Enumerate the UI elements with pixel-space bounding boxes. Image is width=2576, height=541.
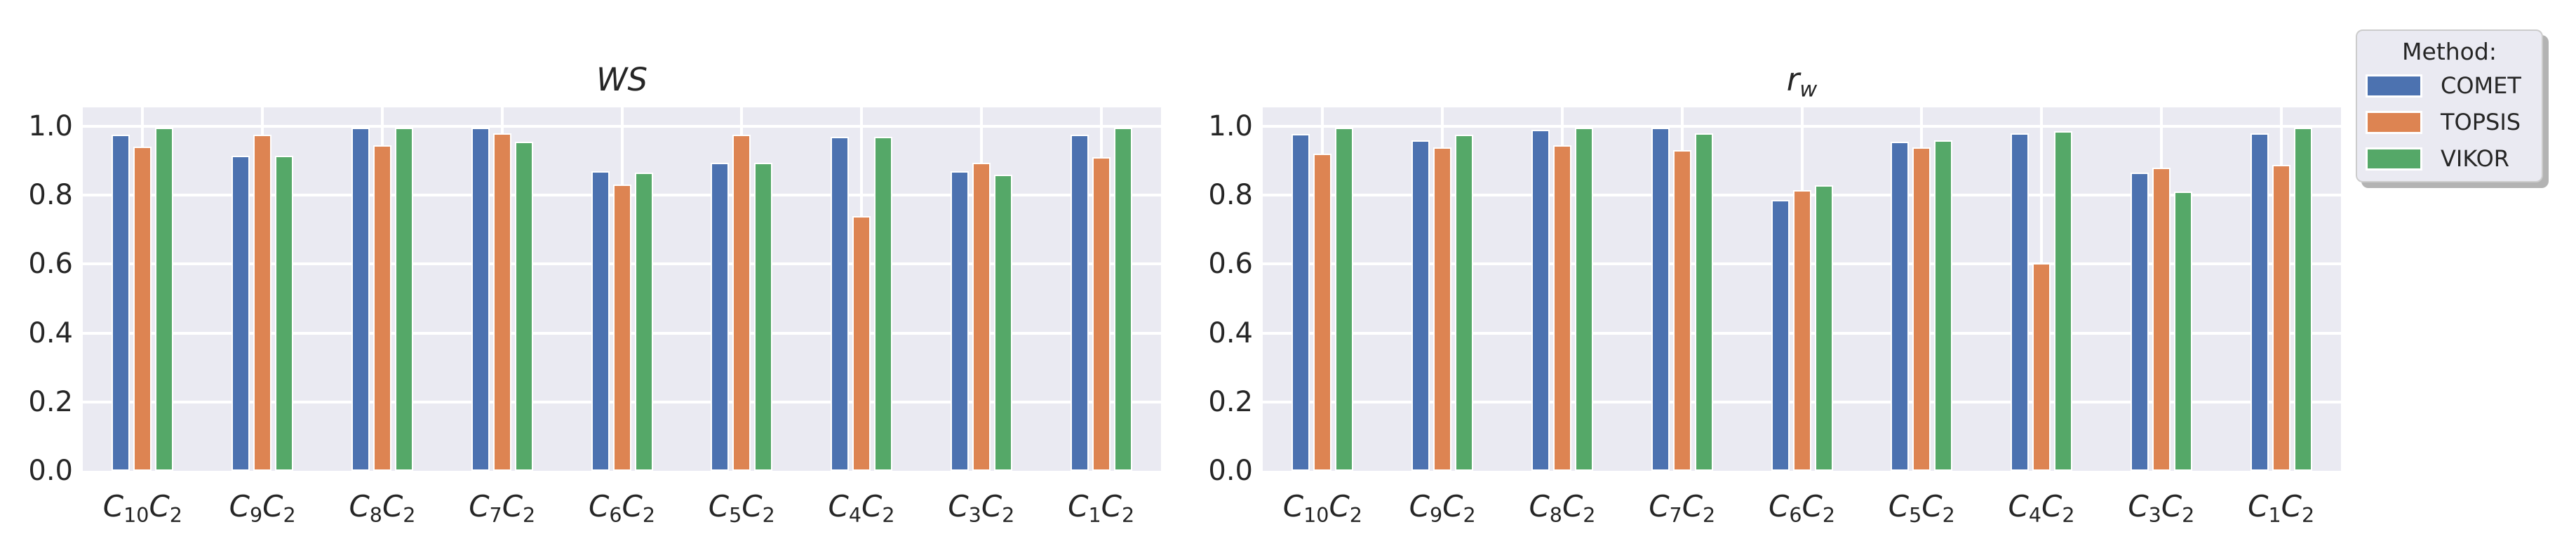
- bar-c4c2-vikor: [874, 137, 892, 471]
- bar-c10c2-vikor: [1335, 128, 1353, 471]
- bar-c1c2-topsis: [2272, 165, 2290, 471]
- bar-c3c2-comet: [951, 171, 969, 471]
- y-tick-label: 0.0: [1208, 455, 1253, 487]
- bar-c3c2-topsis: [972, 163, 991, 471]
- bar-c8c2-comet: [351, 128, 370, 471]
- x-tick-label-c7c2: C7C2: [469, 489, 536, 527]
- bar-c10c2-topsis: [1313, 154, 1331, 471]
- y-tick-label: 0.8: [28, 179, 73, 212]
- bar-c7c2-topsis: [493, 133, 511, 471]
- axes-title-ws: WS: [596, 61, 648, 98]
- bar-c10c2-vikor: [155, 128, 173, 471]
- bar-c7c2-vikor: [515, 142, 533, 471]
- bar-c4c2-vikor: [2054, 131, 2072, 471]
- bar-c6c2-topsis: [613, 185, 631, 471]
- x-tick-label-c1c2: C1C2: [2248, 489, 2315, 527]
- bar-c8c2-topsis: [1553, 145, 1571, 471]
- x-tick-label-c8c2: C8C2: [1529, 489, 1596, 527]
- bar-c6c2-vikor: [1815, 185, 1833, 471]
- bar-c8c2-comet: [1531, 130, 1550, 471]
- bar-c5c2-comet: [1891, 142, 1909, 471]
- bar-c5c2-vikor: [754, 163, 772, 471]
- y-tick-label: 0.2: [28, 385, 73, 418]
- x-tick-label-c4c2: C4C2: [2008, 489, 2075, 527]
- bar-c1c2-comet: [1071, 135, 1089, 471]
- y-tick-label: 0.4: [1208, 316, 1253, 349]
- bar-c4c2-comet: [2011, 133, 2029, 471]
- y-tick-label: 0.6: [1208, 248, 1253, 281]
- legend-entry-topsis: TOPSIS: [2366, 104, 2542, 140]
- bar-c9c2-comet: [1411, 140, 1430, 471]
- x-tick-label-c7c2: C7C2: [1649, 489, 1716, 527]
- y-tick-label: 0.4: [28, 316, 73, 349]
- x-tick-label-c5c2: C5C2: [1888, 489, 1955, 527]
- bar-c5c2-vikor: [1934, 140, 1952, 471]
- bar-c10c2-comet: [1292, 134, 1310, 471]
- bar-c9c2-vikor: [1455, 135, 1473, 471]
- x-tick-label-c6c2: C6C2: [1769, 489, 1835, 527]
- bar-c9c2-topsis: [1433, 147, 1451, 471]
- bar-c9c2-topsis: [253, 135, 271, 471]
- bar-c6c2-comet: [1771, 200, 1790, 471]
- x-tick-label-c1c2: C1C2: [1068, 489, 1135, 527]
- bar-c1c2-comet: [2250, 133, 2269, 471]
- bar-c6c2-comet: [591, 171, 610, 471]
- y-tick-label: 0.6: [28, 248, 73, 281]
- bar-c1c2-vikor: [2294, 128, 2312, 471]
- bar-c5c2-topsis: [1912, 147, 1931, 471]
- legend-title: Method:: [2402, 38, 2497, 65]
- legend-label: TOPSIS: [2441, 109, 2521, 135]
- bar-c10c2-topsis: [133, 147, 152, 471]
- legend-swatch-vikor: [2366, 147, 2422, 171]
- axes-title-rw: rw: [1786, 61, 1818, 102]
- y-tick-label: 0.8: [1208, 179, 1253, 212]
- legend: Method: COMET TOPSIS VIKOR: [2356, 29, 2543, 182]
- bar-c4c2-topsis: [2032, 263, 2051, 471]
- legend-entry-comet: COMET: [2366, 67, 2542, 104]
- y-tick-label: 1.0: [28, 110, 73, 142]
- bar-c7c2-vikor: [1695, 133, 1713, 471]
- bar-c8c2-topsis: [373, 145, 391, 471]
- bar-c9c2-vikor: [275, 156, 293, 471]
- x-tick-label-c8c2: C8C2: [349, 489, 416, 527]
- bar-c6c2-topsis: [1793, 190, 1811, 471]
- legend-label: COMET: [2441, 72, 2521, 99]
- legend-swatch-comet: [2366, 74, 2422, 98]
- bar-c4c2-topsis: [852, 216, 871, 471]
- y-tick-label: 1.0: [1208, 110, 1253, 142]
- bar-c7c2-topsis: [1673, 150, 1691, 471]
- bar-c10c2-comet: [112, 135, 130, 471]
- legend-label: VIKOR: [2441, 145, 2509, 172]
- bar-c3c2-vikor: [2174, 192, 2192, 471]
- bar-c6c2-vikor: [635, 173, 653, 471]
- bar-c7c2-comet: [1651, 128, 1670, 471]
- bar-c4c2-comet: [831, 137, 849, 471]
- y-tick-label: 0.0: [28, 455, 73, 487]
- bar-c3c2-topsis: [2152, 168, 2171, 471]
- x-tick-label-c5c2: C5C2: [708, 489, 775, 527]
- bar-c9c2-comet: [232, 156, 250, 471]
- y-tick-label: 0.2: [1208, 385, 1253, 418]
- legend-entries: COMET TOPSIS VIKOR: [2366, 67, 2542, 177]
- bar-c5c2-topsis: [732, 135, 751, 471]
- legend-swatch-topsis: [2366, 110, 2422, 134]
- bar-c1c2-vikor: [1114, 128, 1132, 471]
- bar-c3c2-comet: [2131, 173, 2149, 471]
- x-tick-label-c3c2: C3C2: [948, 489, 1015, 527]
- x-tick-label-c3c2: C3C2: [2128, 489, 2195, 527]
- bar-c3c2-vikor: [994, 175, 1012, 471]
- x-tick-label-c6c2: C6C2: [589, 489, 655, 527]
- x-tick-label-c10c2: C10C2: [102, 489, 182, 527]
- bar-c1c2-topsis: [1092, 157, 1111, 471]
- x-tick-label-c9c2: C9C2: [1409, 489, 1476, 527]
- bar-c5c2-comet: [711, 163, 729, 471]
- legend-entry-vikor: VIKOR: [2366, 140, 2542, 177]
- bar-c8c2-vikor: [395, 128, 413, 471]
- bar-c8c2-vikor: [1575, 128, 1593, 471]
- x-tick-label-c9c2: C9C2: [229, 489, 296, 527]
- bar-c7c2-comet: [471, 128, 490, 471]
- x-tick-label-c4c2: C4C2: [828, 489, 895, 527]
- x-tick-label-c10c2: C10C2: [1282, 489, 1362, 527]
